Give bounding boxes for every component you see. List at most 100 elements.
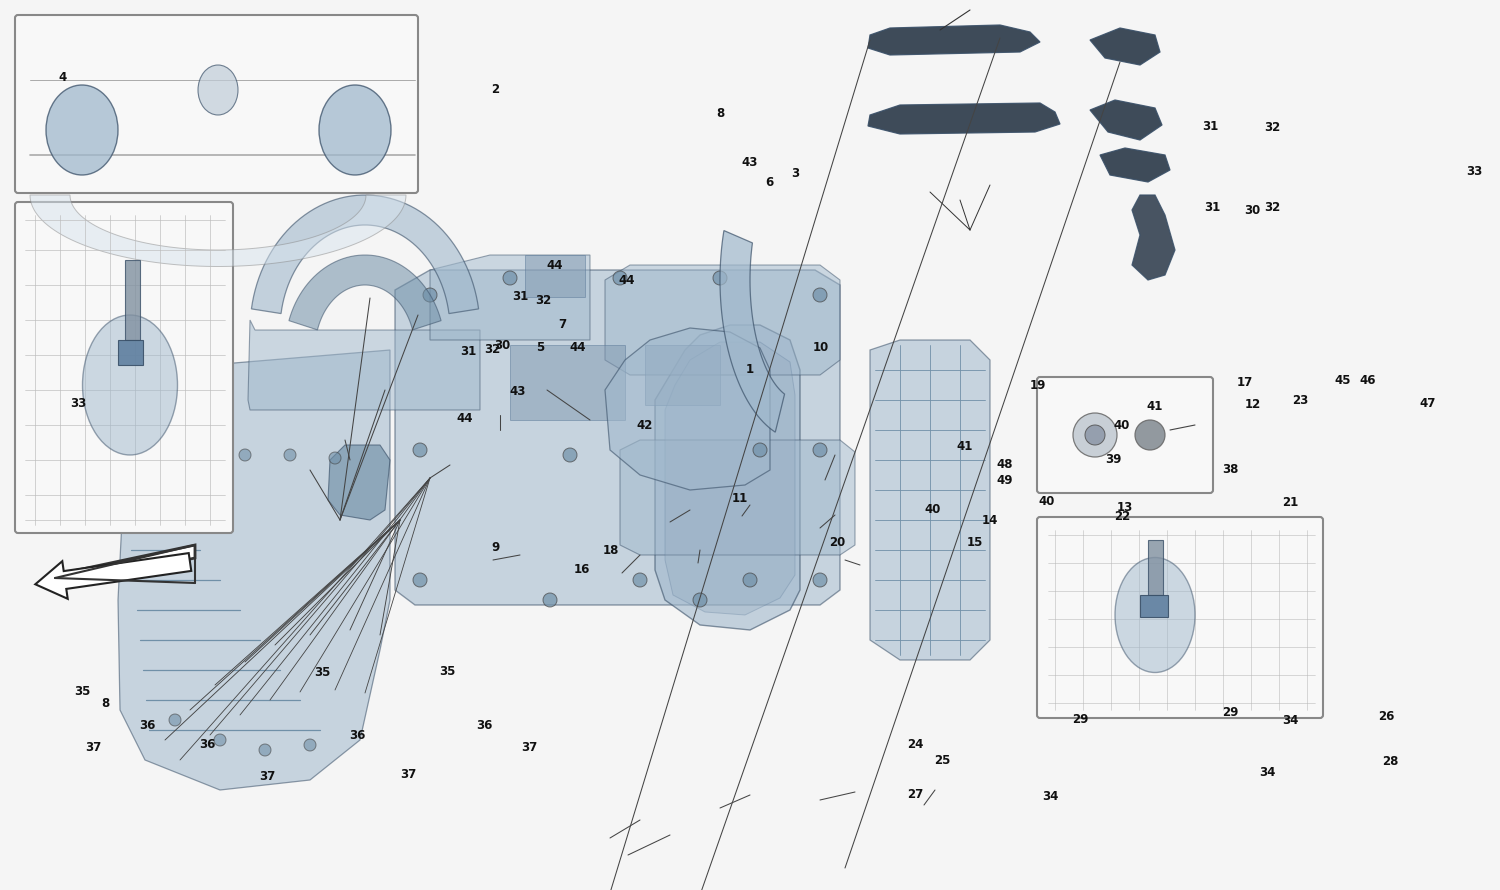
Polygon shape [620, 440, 855, 555]
FancyArrow shape [36, 553, 192, 599]
FancyBboxPatch shape [15, 202, 232, 533]
Text: 18: 18 [603, 544, 618, 556]
Polygon shape [252, 195, 478, 313]
Text: 23: 23 [1293, 394, 1308, 407]
Polygon shape [656, 325, 800, 630]
Text: 3: 3 [790, 167, 800, 180]
Circle shape [413, 443, 428, 457]
Polygon shape [30, 195, 406, 266]
Circle shape [562, 448, 578, 462]
Text: 41: 41 [957, 441, 972, 453]
Circle shape [170, 714, 182, 726]
Circle shape [813, 443, 826, 457]
Text: 32: 32 [484, 344, 500, 356]
Text: 20: 20 [830, 537, 844, 549]
Text: 36: 36 [350, 729, 364, 741]
Polygon shape [604, 265, 840, 375]
Polygon shape [1100, 148, 1170, 182]
FancyBboxPatch shape [1036, 377, 1214, 493]
Circle shape [742, 573, 758, 587]
Text: 33: 33 [1467, 166, 1482, 178]
Circle shape [693, 593, 706, 607]
Text: 12: 12 [1245, 399, 1260, 411]
Polygon shape [328, 445, 390, 520]
Circle shape [328, 452, 340, 464]
Text: 15: 15 [968, 537, 982, 549]
Text: 24: 24 [908, 738, 922, 750]
Text: 47: 47 [1420, 397, 1436, 409]
Polygon shape [720, 231, 784, 433]
Polygon shape [1090, 100, 1162, 140]
Bar [645, 345, 720, 405]
Circle shape [503, 271, 518, 285]
Text: 36: 36 [200, 739, 214, 751]
Polygon shape [868, 25, 1039, 55]
Bar [118, 340, 142, 365]
Text: 29: 29 [1222, 706, 1238, 718]
Circle shape [614, 271, 627, 285]
Text: 4: 4 [58, 71, 68, 84]
Text: 6: 6 [765, 176, 774, 189]
Text: 44: 44 [568, 341, 585, 353]
Circle shape [543, 593, 556, 607]
Polygon shape [1132, 195, 1174, 280]
Text: 8: 8 [100, 697, 109, 709]
Text: 19: 19 [1030, 379, 1045, 392]
Polygon shape [394, 270, 840, 605]
FancyBboxPatch shape [15, 15, 418, 193]
Text: 32: 32 [1264, 201, 1280, 214]
Text: 37: 37 [260, 771, 274, 783]
Polygon shape [1090, 28, 1160, 65]
Circle shape [260, 744, 272, 756]
Text: 34: 34 [1260, 766, 1275, 779]
Text: 17: 17 [1238, 376, 1252, 389]
Text: 31: 31 [1204, 201, 1219, 214]
Circle shape [304, 739, 316, 751]
Text: 37: 37 [400, 768, 416, 781]
Ellipse shape [320, 85, 392, 175]
Circle shape [194, 454, 206, 466]
Text: 43: 43 [742, 157, 758, 169]
Bar [1148, 540, 1162, 595]
Text: 36: 36 [477, 719, 492, 732]
Text: 40: 40 [1114, 419, 1130, 432]
Text: 16: 16 [574, 563, 590, 576]
Text: 31: 31 [513, 290, 528, 303]
Text: 11: 11 [732, 492, 747, 505]
Bar [510, 345, 626, 420]
Text: 21: 21 [1282, 497, 1298, 509]
Bar [525, 255, 585, 297]
Text: 35: 35 [75, 685, 90, 698]
Text: 32: 32 [536, 295, 550, 307]
Text: 35: 35 [315, 667, 330, 679]
Circle shape [154, 464, 166, 476]
Polygon shape [604, 328, 770, 490]
Text: 39: 39 [1106, 453, 1120, 465]
Text: 36: 36 [140, 719, 154, 732]
Text: 49: 49 [996, 474, 1012, 487]
Text: 37: 37 [522, 741, 537, 754]
Text: 44: 44 [456, 412, 474, 425]
Circle shape [753, 443, 766, 457]
Ellipse shape [198, 65, 238, 115]
Text: 41: 41 [1148, 400, 1162, 413]
Circle shape [633, 573, 646, 587]
Text: 8: 8 [716, 108, 724, 120]
Text: 31: 31 [460, 345, 476, 358]
Text: 13: 13 [1118, 501, 1132, 514]
Polygon shape [430, 255, 590, 340]
Circle shape [238, 449, 250, 461]
Text: 2: 2 [490, 83, 500, 95]
Circle shape [813, 288, 826, 302]
Text: 5: 5 [536, 341, 544, 353]
Circle shape [423, 288, 436, 302]
Text: 28: 28 [1383, 756, 1398, 768]
FancyBboxPatch shape [1036, 517, 1323, 718]
Text: 1: 1 [746, 363, 754, 376]
Text: 34: 34 [1282, 715, 1298, 727]
Text: 44: 44 [546, 259, 562, 271]
Text: 10: 10 [813, 341, 828, 353]
Circle shape [712, 271, 728, 285]
Text: 40: 40 [926, 504, 940, 516]
Polygon shape [56, 545, 195, 583]
